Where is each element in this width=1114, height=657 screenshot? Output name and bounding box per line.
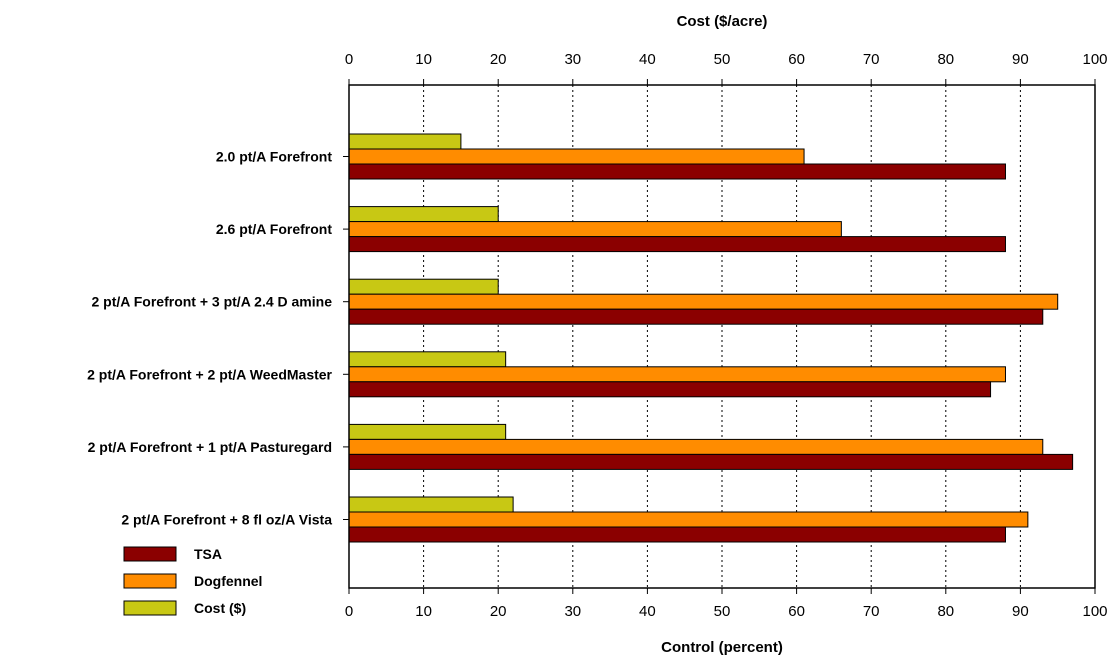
bar-cost bbox=[348, 351, 507, 368]
category-label: 2 pt/A Forefront + 3 pt/A 2.4 D amine bbox=[91, 294, 332, 310]
top-tick-label: 20 bbox=[490, 51, 507, 68]
bars bbox=[348, 133, 1074, 543]
top-tick-label: 10 bbox=[415, 51, 432, 68]
gridlines bbox=[423, 85, 1021, 588]
legend-swatch bbox=[123, 546, 177, 562]
bottom-tick-label: 30 bbox=[564, 603, 581, 620]
top-tick-label: 70 bbox=[863, 51, 880, 68]
bottom-tick-label: 50 bbox=[714, 603, 731, 620]
bar-tsa bbox=[348, 526, 1006, 543]
bar-tsa bbox=[348, 308, 1044, 325]
bottom-tick-label: 0 bbox=[345, 603, 353, 620]
category-label: 2 pt/A Forefront + 2 pt/A WeedMaster bbox=[87, 366, 332, 382]
bottom-tick-label: 40 bbox=[639, 603, 656, 620]
legend: TSA Dogfennel Cost ($) bbox=[123, 546, 262, 616]
top-tick-label: 60 bbox=[788, 51, 805, 68]
axis-ticks: 0 0 10 10 20 20 30 30 40 40 50 50 60 60 70 70 80 80 90 90 10… bbox=[345, 51, 1108, 620]
bottom-tick-label: 70 bbox=[863, 603, 880, 620]
top-tick-label: 100 bbox=[1082, 51, 1107, 68]
top-tick-label: 0 bbox=[345, 51, 353, 68]
bar-dogfennel bbox=[348, 221, 842, 238]
bar-cost bbox=[348, 133, 462, 150]
bar-tsa bbox=[348, 453, 1074, 470]
bar-cost bbox=[348, 206, 499, 223]
bottom-tick-label: 80 bbox=[937, 603, 954, 620]
bar-cost bbox=[348, 278, 499, 295]
legend-label: TSA bbox=[194, 546, 222, 562]
bar-dogfennel bbox=[348, 293, 1059, 310]
bottom-tick-label: 20 bbox=[490, 603, 507, 620]
bar-tsa bbox=[348, 163, 1006, 180]
bottom-tick-label: 60 bbox=[788, 603, 805, 620]
category-labels: 2.0 pt/A Forefront 2.6 pt/A Forefront 2 pt… bbox=[87, 149, 349, 528]
legend-swatch bbox=[123, 600, 177, 616]
bar-tsa bbox=[348, 381, 992, 398]
bar-cost bbox=[348, 496, 514, 513]
legend-label: Dogfennel bbox=[194, 573, 262, 589]
top-tick-label: 40 bbox=[639, 51, 656, 68]
bar-dogfennel bbox=[348, 511, 1029, 528]
top-tick-label: 90 bbox=[1012, 51, 1029, 68]
bottom-axis-title: Control (percent) bbox=[661, 639, 783, 656]
top-tick-label: 80 bbox=[937, 51, 954, 68]
bottom-tick-label: 100 bbox=[1082, 603, 1107, 620]
bar-dogfennel bbox=[348, 438, 1044, 455]
category-label: 2.6 pt/A Forefront bbox=[216, 221, 332, 237]
bottom-tick-label: 90 bbox=[1012, 603, 1029, 620]
bar-cost bbox=[348, 423, 507, 440]
legend-label: Cost ($) bbox=[194, 600, 246, 616]
top-axis-title: Cost ($/acre) bbox=[677, 13, 768, 30]
top-tick-label: 50 bbox=[714, 51, 731, 68]
top-tick-label: 30 bbox=[564, 51, 581, 68]
category-label: 2 pt/A Forefront + 1 pt/A Pasturegard bbox=[88, 439, 332, 455]
bottom-tick-label: 10 bbox=[415, 603, 432, 620]
legend-swatch bbox=[123, 573, 177, 589]
category-label: 2 pt/A Forefront + 8 fl oz/A Vista bbox=[121, 512, 332, 528]
bar-dogfennel bbox=[348, 148, 805, 165]
bar-tsa bbox=[348, 236, 1006, 253]
category-label: 2.0 pt/A Forefront bbox=[216, 149, 332, 165]
bar-dogfennel bbox=[348, 366, 1006, 383]
